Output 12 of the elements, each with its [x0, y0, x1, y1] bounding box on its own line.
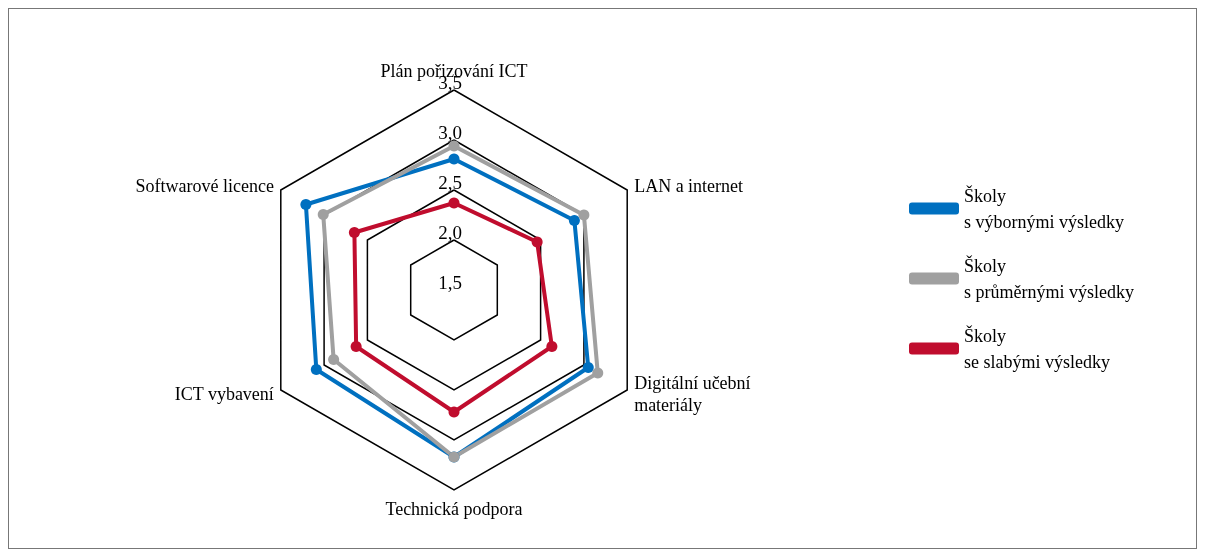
y-tick-label: 2,5 [438, 172, 462, 193]
spoke-label: ICT vybavení [174, 384, 274, 404]
spoke-label: Technická podpora [385, 499, 523, 519]
y-tick-label: 1,5 [438, 272, 462, 293]
legend-label: Školy se slabými výsledky [964, 324, 1110, 372]
spoke-label: Softwarové licence [135, 176, 274, 196]
spoke-label: Digitální učební materiály [634, 373, 751, 415]
legend-label: Školy s průměrnými výsledky [964, 254, 1134, 302]
y-tick-label: 2,0 [438, 222, 462, 243]
legend-label: Školy s výbornými výsledky [964, 184, 1124, 232]
spoke-label: LAN a internet [634, 176, 744, 196]
y-tick-label: 3,0 [438, 122, 462, 143]
